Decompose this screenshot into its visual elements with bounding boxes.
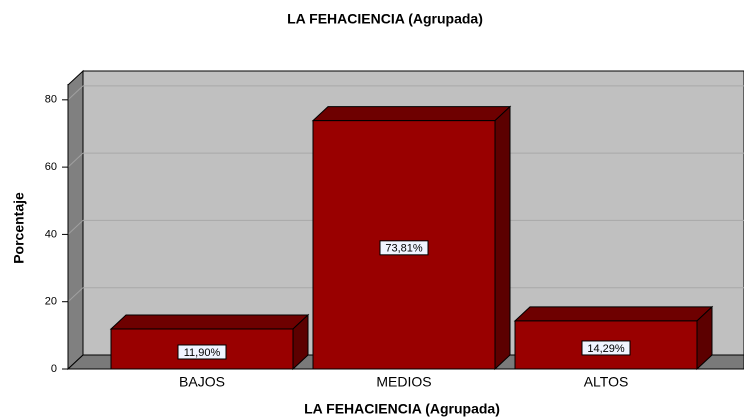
y-tick-label: 60 bbox=[45, 161, 57, 173]
value-label-box bbox=[177, 344, 227, 360]
grid-line-side bbox=[67, 152, 84, 168]
grid-line-side bbox=[67, 85, 84, 101]
y-tick-label: 80 bbox=[45, 94, 57, 106]
value-label: 73,81% bbox=[385, 243, 423, 255]
y-tick-label: 0 bbox=[51, 363, 57, 375]
x-tick-label: BAJOS bbox=[179, 374, 225, 390]
bar-top bbox=[311, 106, 512, 122]
value-label: 14,29% bbox=[587, 343, 625, 355]
value-label-box bbox=[379, 240, 429, 256]
left-wall bbox=[67, 69, 84, 371]
bar-top bbox=[109, 314, 310, 330]
bar-top bbox=[513, 306, 714, 322]
chart-title: LA FEHACIENCIA (Agrupada) bbox=[287, 11, 483, 27]
bar-side bbox=[494, 105, 511, 371]
value-label-box bbox=[581, 340, 631, 356]
x-axis-title: LA FEHACIENCIA (Agrupada) bbox=[304, 401, 500, 417]
x-tick-label: ALTOS bbox=[584, 374, 629, 390]
x-tick-label: MEDIOS bbox=[376, 374, 431, 390]
y-axis-title: Porcentaje bbox=[11, 192, 27, 264]
grid-line-side bbox=[67, 220, 84, 235]
grid-line-side bbox=[67, 287, 84, 303]
value-label: 11,90% bbox=[184, 347, 221, 359]
y-tick-label: 40 bbox=[45, 228, 57, 240]
y-tick-label: 20 bbox=[45, 296, 57, 308]
